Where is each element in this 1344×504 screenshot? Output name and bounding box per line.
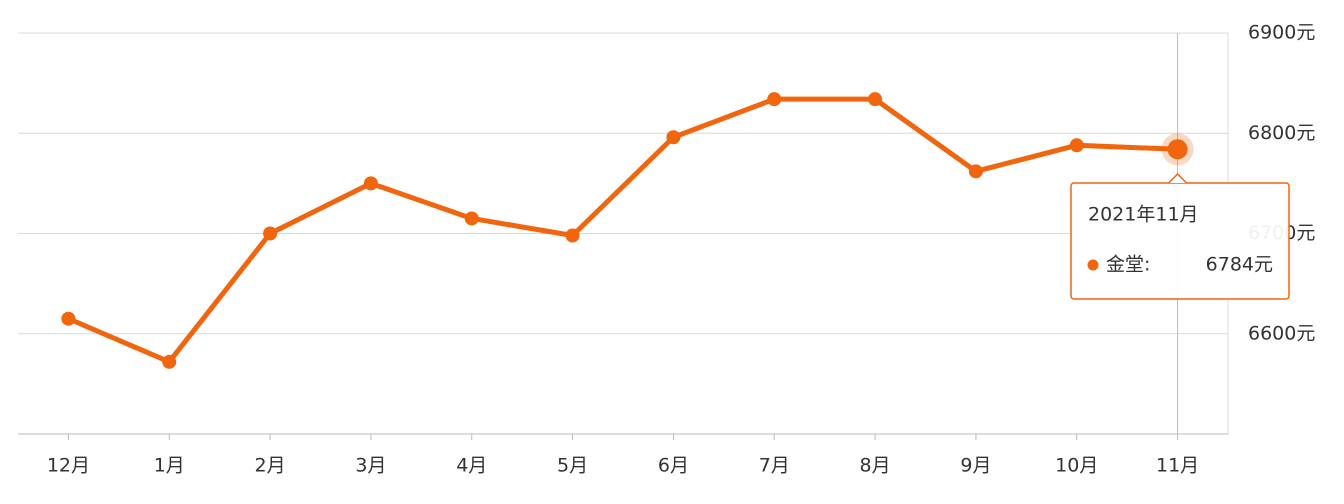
y-tick-label: 6900元 <box>1248 22 1315 44</box>
x-tick-label: 6月 <box>658 455 689 477</box>
tooltip-value: 6784元 <box>1206 254 1273 276</box>
point <box>1167 139 1188 160</box>
x-tick-label: 1月 <box>154 455 185 477</box>
point <box>868 92 883 107</box>
x-tick-label: 5月 <box>557 455 588 477</box>
tooltip-title: 2021年11月 <box>1088 204 1199 226</box>
point <box>666 130 681 145</box>
point <box>162 354 177 369</box>
point <box>1069 138 1084 153</box>
point <box>61 311 76 326</box>
x-tick-label: 9月 <box>960 455 991 477</box>
x-tick-label: 8月 <box>860 455 891 477</box>
x-tick-label: 3月 <box>355 455 386 477</box>
point <box>767 92 782 107</box>
point <box>263 226 278 241</box>
point <box>968 164 983 179</box>
point <box>464 211 479 226</box>
x-tick-label: 2月 <box>255 455 286 477</box>
x-tick-label: 7月 <box>759 455 790 477</box>
tooltip-marker <box>1087 259 1099 271</box>
x-tick-label: 11月 <box>1156 455 1199 477</box>
y-tick-label: 6800元 <box>1248 122 1315 144</box>
tooltip-box <box>1070 182 1290 300</box>
point <box>363 176 378 191</box>
tooltip-arrow <box>1168 172 1188 184</box>
x-tick-label: 4月 <box>456 455 487 477</box>
y-tick-label: 6600元 <box>1248 322 1315 344</box>
x-tick-label: 10月 <box>1055 455 1098 477</box>
point <box>565 228 580 243</box>
x-tick-label: 12月 <box>47 455 90 477</box>
line <box>67 96 1178 365</box>
tooltip-label: 金堂: <box>1106 254 1150 276</box>
